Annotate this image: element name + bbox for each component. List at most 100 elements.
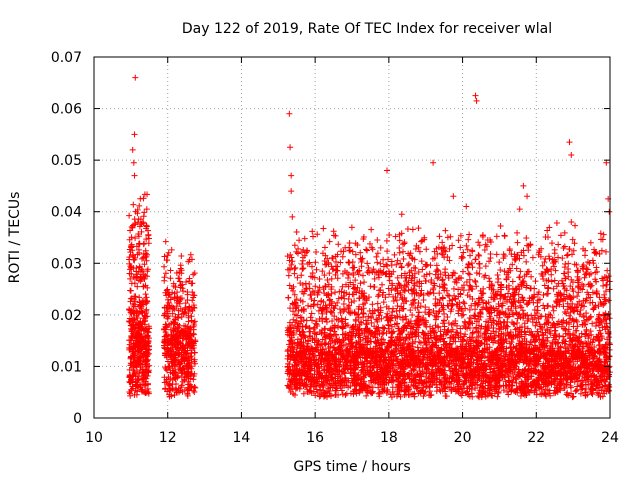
data-point <box>143 206 150 213</box>
data-point <box>135 231 142 237</box>
data-point <box>424 290 431 297</box>
data-point <box>191 388 198 395</box>
data-point <box>519 379 526 386</box>
data-point <box>406 375 413 382</box>
data-point <box>494 272 501 279</box>
data-point <box>382 294 389 301</box>
data-point <box>469 393 476 400</box>
data-point <box>127 307 134 314</box>
data-point <box>292 264 299 271</box>
data-point <box>460 311 467 318</box>
data-point <box>130 344 137 351</box>
data-point <box>170 318 177 325</box>
data-point <box>169 340 176 347</box>
data-point <box>298 335 305 342</box>
data-point <box>188 356 195 363</box>
data-point <box>174 374 181 381</box>
data-point <box>145 232 152 239</box>
data-point <box>388 323 395 330</box>
data-point <box>141 368 148 375</box>
data-point <box>142 350 149 357</box>
data-point <box>129 224 136 231</box>
data-point <box>518 304 525 311</box>
data-point <box>605 330 612 337</box>
data-point <box>447 233 454 240</box>
data-point <box>144 381 151 388</box>
data-point <box>524 325 531 332</box>
data-point <box>436 283 443 290</box>
data-point <box>172 370 179 377</box>
data-point <box>144 298 151 305</box>
data-point <box>189 339 196 346</box>
data-point <box>560 244 567 251</box>
data-point <box>128 244 135 251</box>
data-point <box>405 261 412 268</box>
data-point <box>176 275 183 282</box>
data-point <box>480 285 487 292</box>
data-point <box>167 347 174 354</box>
data-point <box>455 237 462 244</box>
data-point <box>473 283 480 290</box>
data-point <box>410 300 417 307</box>
data-point <box>164 342 171 349</box>
data-point <box>496 259 503 266</box>
data-point <box>521 320 528 327</box>
data-point <box>172 381 179 388</box>
data-point <box>127 287 134 294</box>
data-point <box>306 281 313 288</box>
data-point <box>350 285 357 292</box>
data-point <box>126 254 133 261</box>
data-point <box>332 271 339 278</box>
data-point <box>164 286 171 293</box>
data-point <box>162 238 169 245</box>
data-point <box>140 297 147 304</box>
data-point <box>128 333 135 340</box>
data-point <box>551 250 558 257</box>
data-point <box>188 365 195 372</box>
data-point <box>340 292 347 299</box>
data-point <box>144 357 151 364</box>
data-point <box>397 289 404 296</box>
data-point <box>127 337 134 344</box>
data-point <box>375 306 382 313</box>
data-point <box>457 325 464 332</box>
data-point <box>400 248 407 255</box>
data-point <box>127 275 134 282</box>
data-point <box>137 220 144 227</box>
data-point <box>360 301 367 308</box>
data-point <box>331 313 338 320</box>
data-point <box>141 209 148 216</box>
data-point <box>351 298 358 305</box>
data-point <box>380 299 387 306</box>
data-point <box>175 311 182 318</box>
data-point <box>288 254 295 261</box>
data-point <box>339 283 346 290</box>
data-point <box>141 240 148 247</box>
data-point <box>174 321 181 328</box>
data-point <box>307 333 314 340</box>
data-point <box>286 257 293 264</box>
data-point <box>345 304 352 311</box>
data-point <box>138 276 145 283</box>
data-point <box>477 333 484 340</box>
data-point <box>162 323 169 330</box>
data-point <box>348 224 355 231</box>
data-point <box>486 344 493 351</box>
data-point <box>130 302 137 309</box>
data-point <box>415 268 422 275</box>
data-point <box>182 354 189 361</box>
data-point <box>136 349 143 356</box>
data-point <box>177 329 184 336</box>
data-point <box>294 323 301 330</box>
data-point <box>407 307 414 314</box>
data-point <box>126 266 133 273</box>
data-point <box>168 335 175 342</box>
data-point <box>401 240 408 247</box>
data-point <box>189 289 196 296</box>
data-point <box>371 275 378 282</box>
data-point <box>134 283 141 290</box>
data-point <box>435 267 442 274</box>
data-point <box>180 328 187 335</box>
data-point <box>301 235 308 242</box>
data-point <box>578 302 585 309</box>
